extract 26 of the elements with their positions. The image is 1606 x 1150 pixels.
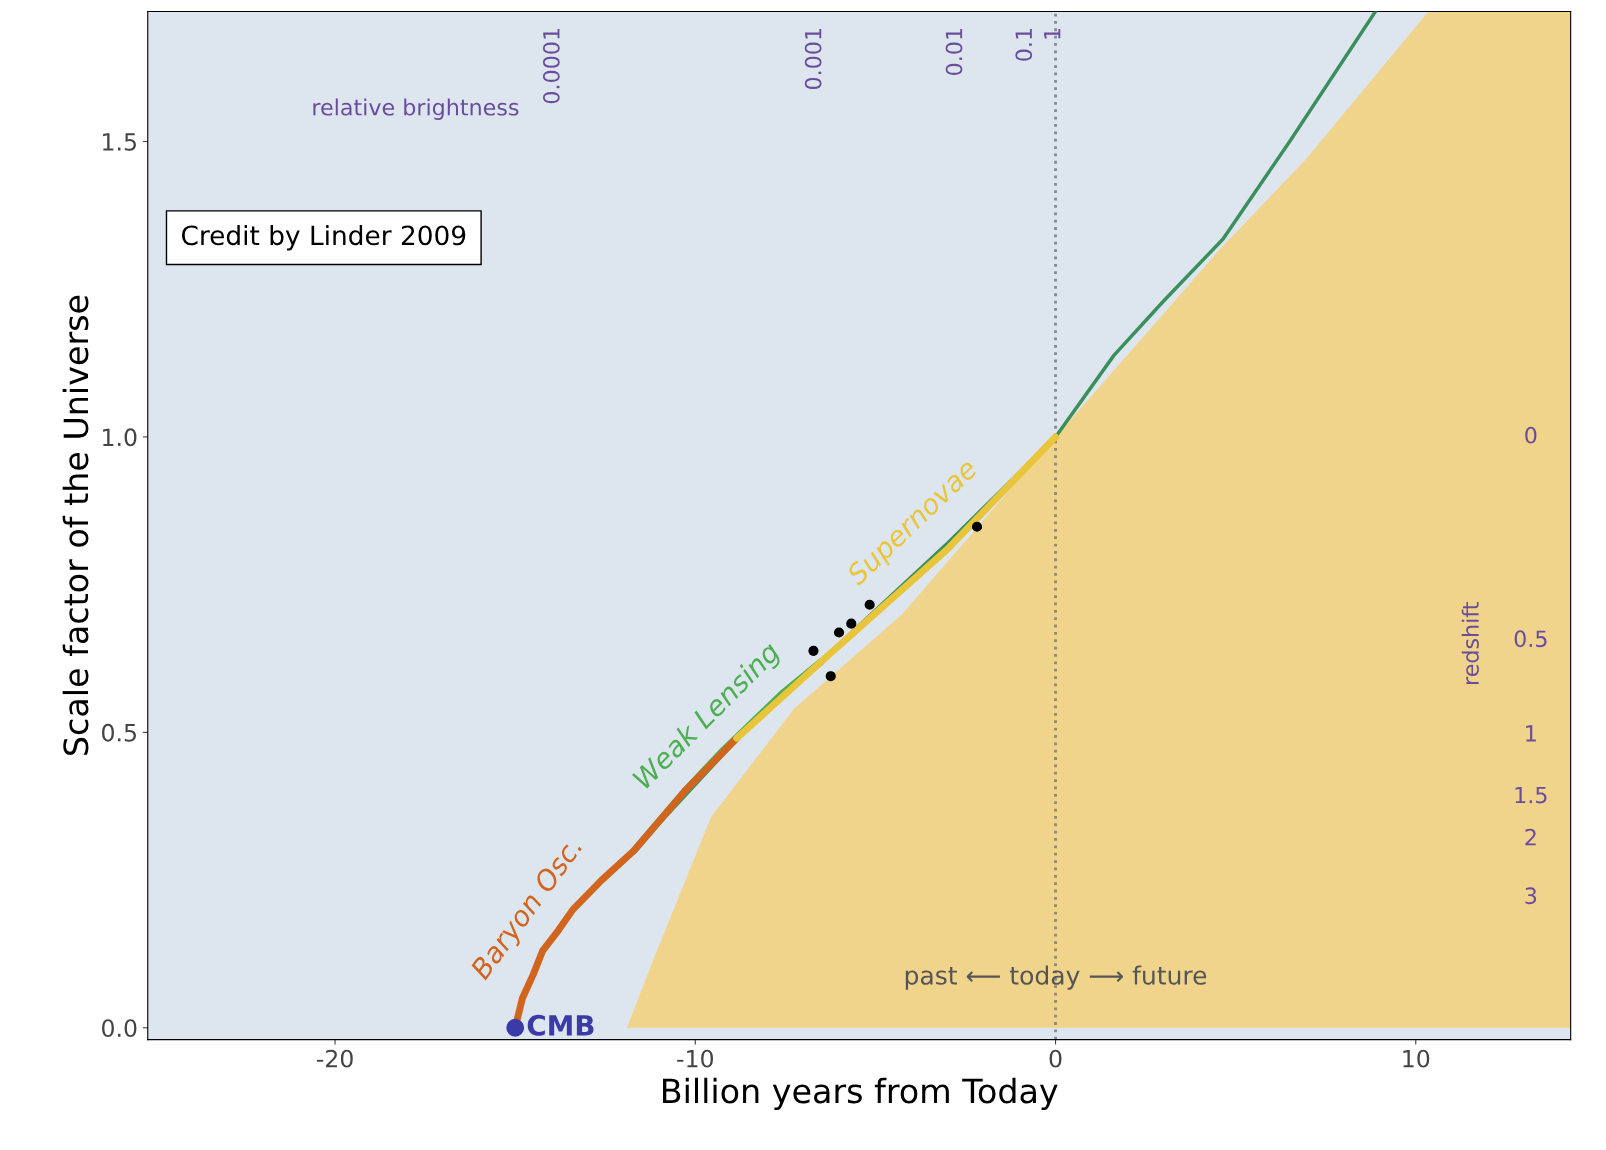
x-tick-label: 0 [1049,1049,1062,1068]
annotation: 0.5 [1514,630,1547,648]
annotation: 1 [1526,725,1536,742]
y-tick-label: 1.5 [103,133,136,151]
annotation: 0.0001 [542,28,560,104]
annotation: 1 [1044,28,1061,39]
annotation: 0.01 [945,28,963,75]
annotation: Credit by Linder 2009 [181,224,466,251]
x-tick-label: 10 [1403,1049,1430,1068]
annotation: relative brightness [313,98,519,120]
y-tick-label: 1.0 [103,428,137,447]
annotation: 0.1 [1015,28,1033,61]
y-tick-label: 0.5 [102,723,136,742]
x-tick-label: -10 [677,1049,714,1068]
annotation: 0 [1525,426,1537,444]
x-axis-title: Billion years from Today [663,1077,1058,1110]
series-label: CMB [527,1014,594,1036]
annotation: 1.5 [1515,786,1547,804]
annotation: redshift [1461,602,1479,684]
x-tick-label: -20 [316,1049,353,1068]
annotation: 0.001 [804,28,822,90]
annotation: 2 [1525,828,1536,846]
annotation: 3 [1525,887,1537,905]
annotation: past ⟵ today ⟶ future [905,965,1207,990]
y-axis-title: Scale factor of the Universe [62,295,89,755]
y-tick-label: 0.0 [102,1019,137,1038]
